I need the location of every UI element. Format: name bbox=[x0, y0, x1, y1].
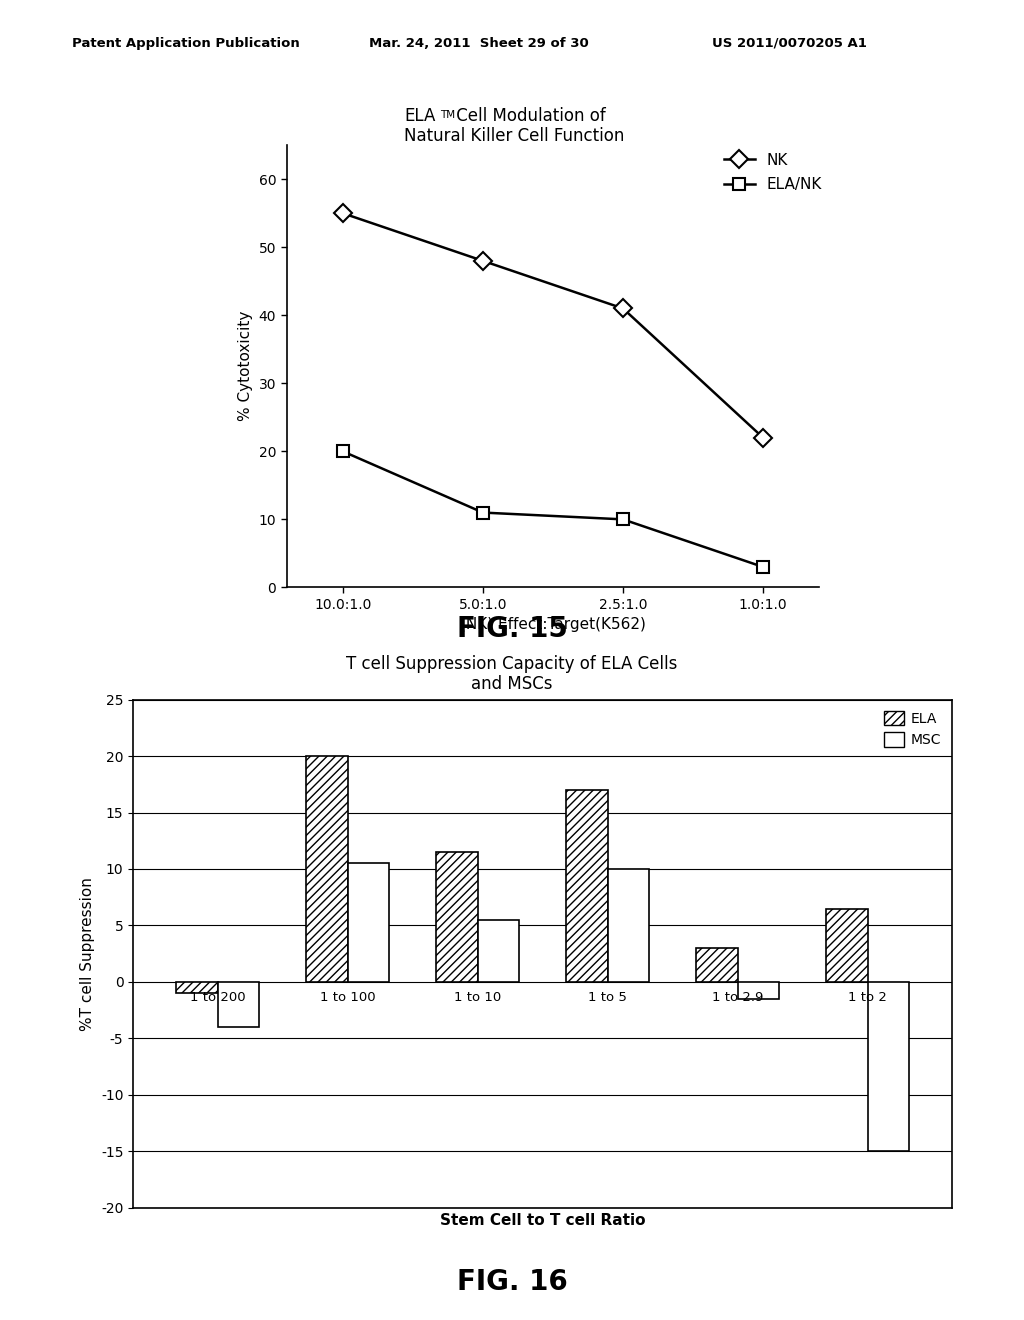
Bar bbox=[566, 789, 607, 982]
Text: Mar. 24, 2011  Sheet 29 of 30: Mar. 24, 2011 Sheet 29 of 30 bbox=[369, 37, 589, 50]
Text: T cell Suppression Capacity of ELA Cells: T cell Suppression Capacity of ELA Cells bbox=[346, 655, 678, 673]
Y-axis label: % Cytotoxicity: % Cytotoxicity bbox=[239, 312, 253, 421]
Bar bbox=[826, 908, 867, 982]
Bar bbox=[176, 982, 218, 993]
Text: 1 to 5: 1 to 5 bbox=[589, 991, 627, 1005]
Text: 1 to 2: 1 to 2 bbox=[848, 991, 887, 1005]
Text: Natural Killer Cell Function: Natural Killer Cell Function bbox=[404, 127, 625, 145]
Bar bbox=[607, 869, 649, 982]
Text: and MSCs: and MSCs bbox=[471, 675, 553, 693]
Bar bbox=[867, 982, 909, 1151]
Bar bbox=[306, 756, 348, 982]
Y-axis label: %T cell Suppression: %T cell Suppression bbox=[80, 876, 95, 1031]
Bar bbox=[696, 948, 737, 982]
Bar bbox=[478, 920, 519, 982]
Bar bbox=[436, 853, 478, 982]
Text: 1 to 100: 1 to 100 bbox=[319, 991, 376, 1005]
Text: US 2011/0070205 A1: US 2011/0070205 A1 bbox=[712, 37, 866, 50]
Text: ELA: ELA bbox=[404, 107, 436, 125]
Text: Patent Application Publication: Patent Application Publication bbox=[72, 37, 299, 50]
Text: 1 to 2.9: 1 to 2.9 bbox=[712, 991, 764, 1005]
Text: Cell Modulation of: Cell Modulation of bbox=[451, 107, 605, 125]
Text: 1 to 200: 1 to 200 bbox=[189, 991, 246, 1005]
X-axis label: Stem Cell to T cell Ratio: Stem Cell to T cell Ratio bbox=[440, 1213, 645, 1229]
Bar bbox=[737, 982, 779, 999]
Text: FIG. 15: FIG. 15 bbox=[457, 615, 567, 643]
Text: FIG. 16: FIG. 16 bbox=[457, 1269, 567, 1296]
Legend: NK, ELA/NK: NK, ELA/NK bbox=[724, 153, 822, 191]
Text: TM: TM bbox=[440, 110, 456, 120]
Text: 1 to 10: 1 to 10 bbox=[454, 991, 502, 1005]
Bar bbox=[348, 863, 389, 982]
Bar bbox=[218, 982, 259, 1027]
Legend: ELA, MSC: ELA, MSC bbox=[881, 706, 945, 751]
X-axis label: (NK) Effect:Target(K562): (NK) Effect:Target(K562) bbox=[460, 618, 646, 632]
